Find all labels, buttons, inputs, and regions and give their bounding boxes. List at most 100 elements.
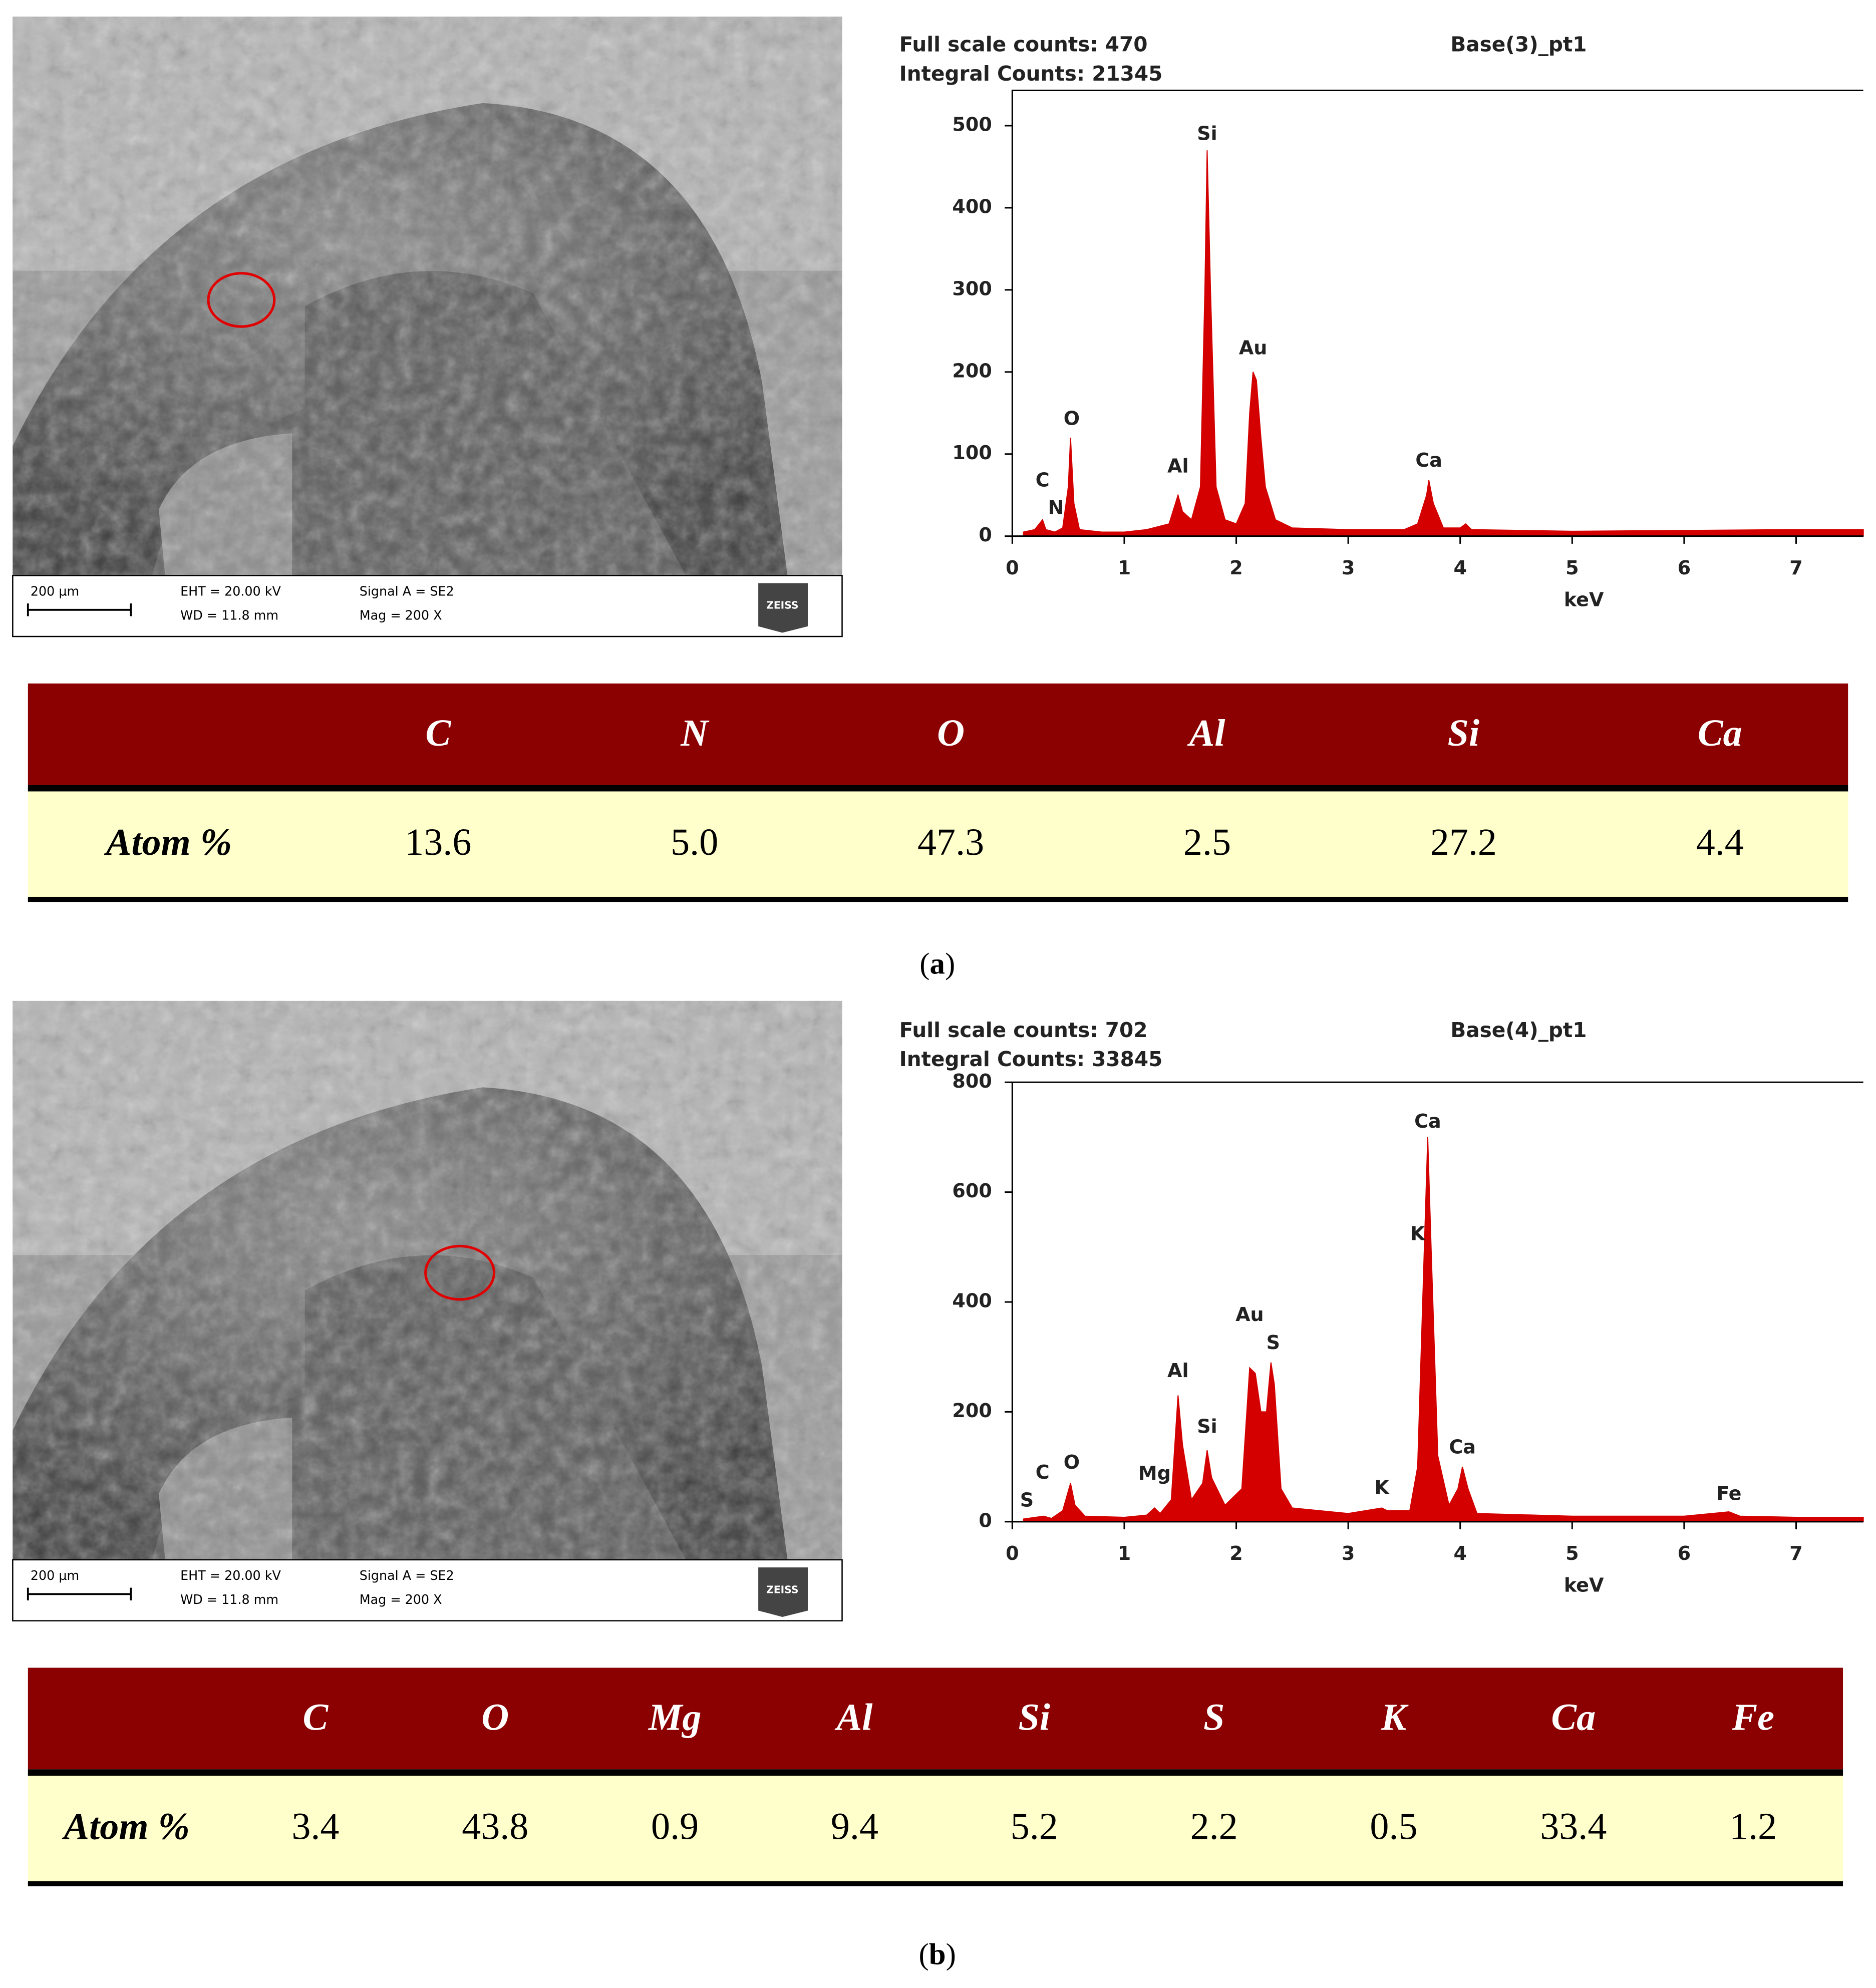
sem-eht: EHT = 20.00 kV: [180, 1568, 281, 1583]
cell: 5.2: [1011, 1806, 1058, 1848]
column-header: C: [425, 712, 451, 754]
caption-part: b: [929, 1938, 946, 1971]
x-tick-label: 1: [1118, 557, 1131, 579]
y-tick-label: 300: [952, 277, 992, 299]
y-tick-label: 0: [979, 524, 992, 546]
column-header: C: [303, 1696, 329, 1738]
x-tick-label: 7: [1789, 1542, 1802, 1564]
scale-label: 200 µm: [31, 583, 79, 598]
chart-title: Base(4)_pt1: [1450, 1018, 1587, 1042]
peak-label: K: [1410, 1223, 1426, 1245]
peak-label: C: [1036, 469, 1050, 491]
cell: 5.0: [671, 821, 718, 863]
peak-label: Si: [1197, 123, 1217, 145]
peak-label: O: [1064, 1451, 1080, 1473]
x-tick-label: 7: [1789, 557, 1802, 579]
peak-label: Ca: [1414, 1110, 1441, 1132]
chart-subtitle: Full scale counts: 470: [899, 33, 1148, 57]
x-tick-label: 4: [1453, 1542, 1466, 1564]
caption-part: a: [930, 947, 945, 980]
column-header: Al: [835, 1696, 873, 1738]
table-header: [28, 1668, 1843, 1770]
column-header: O: [937, 712, 965, 754]
cell: 0.5: [1370, 1806, 1417, 1848]
y-tick-label: 0: [979, 1509, 992, 1531]
sem-info-bar: [12, 1559, 843, 1621]
x-tick-label: 6: [1678, 1542, 1691, 1564]
column-header: Si: [1019, 1696, 1050, 1738]
table-rule: [28, 1769, 1843, 1776]
y-tick-label: 500: [952, 113, 992, 135]
sem-mag: Mag = 200 X: [360, 607, 442, 622]
sem-eht: EHT = 20.00 kV: [180, 583, 281, 598]
cell: 27.2: [1430, 821, 1497, 863]
x-axis-label: keV: [1564, 1574, 1604, 1596]
y-tick-label: 600: [952, 1180, 992, 1202]
caption-part: ): [946, 1938, 956, 1971]
sem-signal: Signal A = SE2: [360, 1568, 454, 1583]
column-header: Al: [1187, 712, 1226, 754]
column-header: Fe: [1731, 1696, 1774, 1738]
cell: 4.4: [1696, 821, 1744, 863]
logo-shape: [758, 583, 808, 633]
peak-label: S: [1267, 1332, 1280, 1354]
cell: 33.4: [1540, 1806, 1607, 1848]
sem-texture: [13, 17, 842, 576]
column-header: Si: [1448, 712, 1479, 754]
cell: 9.4: [831, 1806, 878, 1848]
peak-label: Al: [1167, 455, 1188, 477]
logo-text: ZEISS: [766, 599, 798, 611]
peak-label: Mg: [1138, 1462, 1171, 1484]
column-header: Ca: [1698, 712, 1742, 754]
sem-info-bar: [12, 575, 843, 637]
chart-subtitle: Integral Counts: 21345: [899, 62, 1163, 86]
sem-wd: WD = 11.8 mm: [180, 607, 278, 622]
cell: 0.9: [651, 1806, 699, 1848]
peak-label: O: [1064, 407, 1080, 429]
peak-label: Si: [1197, 1416, 1217, 1438]
row-label: Atom %: [62, 1806, 190, 1848]
cell: 13.6: [405, 821, 471, 863]
chart-title: Base(3)_pt1: [1450, 33, 1587, 57]
sem-wd: WD = 11.8 mm: [180, 1592, 278, 1607]
analysis-point: [207, 272, 276, 328]
peak-label: Au: [1235, 1303, 1264, 1326]
x-tick-label: 3: [1342, 1542, 1355, 1564]
caption-part: (: [919, 947, 929, 980]
y-tick-label: 200: [952, 1400, 992, 1422]
x-axis-label: keV: [1564, 589, 1604, 611]
cell: 3.4: [291, 1806, 339, 1848]
table-rule: [28, 896, 1848, 902]
column-header: O: [481, 1696, 509, 1738]
x-tick-label: 5: [1566, 557, 1579, 579]
x-tick-label: 0: [1006, 557, 1019, 579]
x-tick-label: 0: [1006, 1542, 1019, 1564]
x-tick-label: 5: [1566, 1542, 1579, 1564]
cell: 2.5: [1183, 821, 1231, 863]
table-rule: [28, 785, 1848, 792]
sem-mag: Mag = 200 X: [360, 1592, 442, 1607]
chart-subtitle: Integral Counts: 33845: [899, 1047, 1163, 1071]
x-tick-label: 2: [1229, 557, 1242, 579]
analysis-point: [424, 1244, 496, 1301]
y-tick-label: 400: [952, 1290, 992, 1312]
x-tick-label: 1: [1118, 1542, 1131, 1564]
column-header: Ca: [1551, 1696, 1596, 1738]
caption: (a): [919, 947, 955, 980]
cell: 2.2: [1190, 1806, 1238, 1848]
axis-frame: [1011, 89, 1863, 536]
column-header: Mg: [648, 1696, 702, 1738]
caption-part: (: [919, 1938, 929, 1971]
peak-label: N: [1048, 497, 1064, 519]
logo-text: ZEISS: [766, 1583, 798, 1595]
column-header: N: [680, 712, 710, 754]
sem-signal: Signal A = SE2: [360, 583, 454, 598]
x-tick-label: 2: [1229, 1542, 1242, 1564]
cell: 1.2: [1729, 1806, 1777, 1848]
y-tick-label: 100: [952, 442, 992, 464]
cell: 43.8: [462, 1806, 528, 1848]
spectrum: [1023, 1137, 1864, 1522]
spectrum: [1023, 150, 1864, 537]
peak-label: Fe: [1716, 1483, 1741, 1505]
x-tick-label: 4: [1453, 557, 1466, 579]
